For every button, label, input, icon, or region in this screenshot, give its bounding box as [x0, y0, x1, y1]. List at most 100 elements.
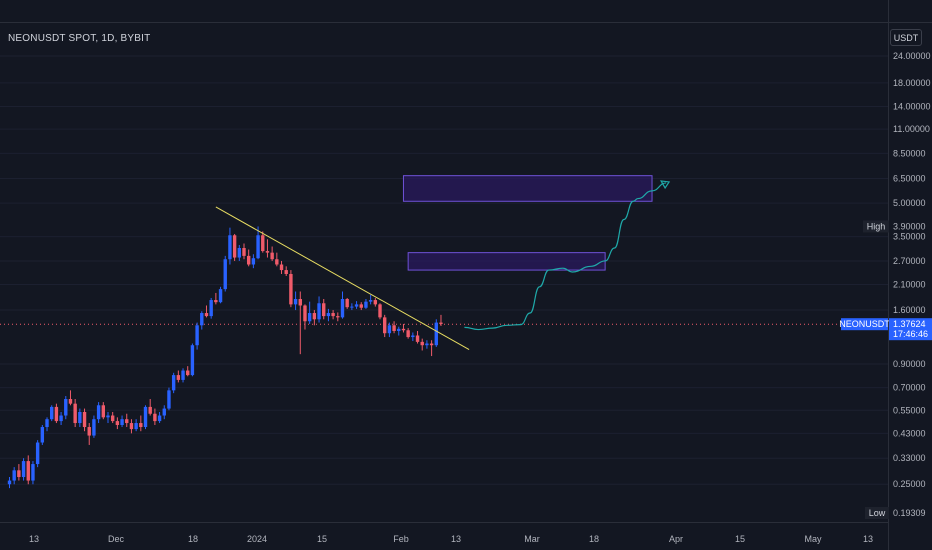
- candle-body[interactable]: [101, 405, 105, 418]
- candle-body[interactable]: [364, 301, 368, 308]
- candle-body[interactable]: [106, 415, 110, 418]
- candle-body[interactable]: [195, 325, 199, 346]
- candle-body[interactable]: [190, 345, 195, 376]
- candle-body[interactable]: [420, 341, 424, 346]
- candle-body[interactable]: [242, 247, 246, 256]
- descending-trendline[interactable]: [215, 206, 470, 351]
- candle-body[interactable]: [401, 328, 406, 331]
- candle-body[interactable]: [45, 419, 49, 428]
- candle-body[interactable]: [246, 255, 251, 265]
- candle-body[interactable]: [64, 399, 68, 416]
- candle-body[interactable]: [153, 413, 157, 422]
- candle-body[interactable]: [204, 313, 209, 317]
- candles[interactable]: [7, 226, 443, 489]
- projection-path[interactable]: [464, 182, 667, 331]
- target-zone[interactable]: [402, 175, 653, 202]
- candle-body[interactable]: [134, 423, 138, 430]
- target-zone[interactable]: [407, 252, 606, 271]
- candle-body[interactable]: [7, 480, 12, 485]
- candle-body[interactable]: [350, 306, 354, 308]
- candle-body[interactable]: [125, 419, 129, 424]
- candle-body[interactable]: [303, 305, 307, 322]
- candle-body[interactable]: [411, 335, 415, 338]
- candle-body[interactable]: [387, 325, 392, 334]
- price-axis[interactable]: 24.00000 18.00000 14.00000 11.00000 8.50000 6…: [893, 51, 931, 489]
- candle-body[interactable]: [279, 264, 284, 271]
- symbol-title[interactable]: NEONUSDT SPOT, 1D, BYBIT: [8, 33, 151, 44]
- candle-body[interactable]: [312, 313, 317, 320]
- candle-body[interactable]: [429, 343, 434, 346]
- candle-body[interactable]: [275, 259, 279, 265]
- candle-body[interactable]: [368, 300, 373, 302]
- candle-body[interactable]: [434, 322, 438, 346]
- candle-body[interactable]: [425, 343, 429, 346]
- candle-body[interactable]: [232, 235, 237, 258]
- currency-button[interactable]: USDT: [890, 29, 922, 46]
- candle-body[interactable]: [129, 423, 134, 430]
- candle-body[interactable]: [298, 299, 302, 306]
- candle-body[interactable]: [293, 299, 298, 305]
- candle-body[interactable]: [223, 259, 227, 290]
- candle-body[interactable]: [167, 390, 171, 409]
- candle-body[interactable]: [92, 419, 96, 436]
- candle-body[interactable]: [139, 423, 143, 428]
- candle-body[interactable]: [331, 313, 335, 317]
- candle-body[interactable]: [289, 273, 293, 305]
- candle-body[interactable]: [354, 304, 359, 307]
- candle-body[interactable]: [50, 406, 54, 420]
- candle-body[interactable]: [256, 235, 260, 259]
- candle-body[interactable]: [26, 461, 30, 481]
- candle-body[interactable]: [270, 252, 274, 260]
- candle-body[interactable]: [162, 408, 166, 416]
- candle-body[interactable]: [284, 270, 288, 274]
- candle-body[interactable]: [383, 317, 387, 334]
- candle-body[interactable]: [96, 405, 101, 420]
- candle-body[interactable]: [110, 415, 115, 422]
- candle-body[interactable]: [68, 399, 73, 404]
- time-axis[interactable]: 13 Dec 18 2024 15 Feb 13 Mar 18 Apr 15 May 13: [29, 534, 873, 544]
- candle-body[interactable]: [82, 411, 87, 428]
- candle-body[interactable]: [237, 247, 242, 258]
- candle-body[interactable]: [228, 235, 232, 260]
- candle-body[interactable]: [143, 406, 148, 428]
- candle-body[interactable]: [359, 304, 363, 308]
- candle-body[interactable]: [115, 421, 120, 426]
- candle-body[interactable]: [439, 322, 443, 324]
- candle-body[interactable]: [392, 325, 396, 331]
- candle-body[interactable]: [397, 328, 401, 331]
- candle-body[interactable]: [345, 299, 349, 308]
- candle-body[interactable]: [120, 419, 124, 426]
- candle-body[interactable]: [54, 406, 59, 422]
- candle-body[interactable]: [171, 375, 176, 391]
- candle-body[interactable]: [157, 415, 162, 422]
- candle-body[interactable]: [176, 375, 181, 380]
- last-price-tag[interactable]: [889, 318, 932, 341]
- candle-body[interactable]: [148, 406, 152, 414]
- candle-body[interactable]: [17, 470, 21, 478]
- candle-body[interactable]: [336, 316, 340, 318]
- candle-body[interactable]: [200, 313, 204, 326]
- candle-body[interactable]: [373, 300, 378, 305]
- candle-body[interactable]: [73, 403, 77, 424]
- candle-body[interactable]: [415, 335, 420, 342]
- candle-body[interactable]: [186, 370, 190, 376]
- candle-body[interactable]: [265, 251, 270, 253]
- candle-body[interactable]: [317, 303, 321, 320]
- candle-body[interactable]: [378, 304, 382, 318]
- candle-body[interactable]: [307, 313, 312, 322]
- candle-body[interactable]: [209, 300, 213, 317]
- candle-body[interactable]: [87, 427, 91, 436]
- candle-body[interactable]: [40, 427, 45, 443]
- candle-body[interactable]: [78, 411, 82, 424]
- candle-body[interactable]: [31, 464, 35, 481]
- candle-body[interactable]: [218, 289, 223, 303]
- candle-body[interactable]: [181, 370, 185, 380]
- candle-body[interactable]: [251, 258, 256, 265]
- candle-body[interactable]: [406, 330, 410, 338]
- candle-body[interactable]: [261, 235, 265, 252]
- candle-body[interactable]: [21, 461, 26, 478]
- candle-body[interactable]: [12, 470, 16, 481]
- candle-body[interactable]: [35, 442, 40, 465]
- candle-body[interactable]: [322, 303, 326, 317]
